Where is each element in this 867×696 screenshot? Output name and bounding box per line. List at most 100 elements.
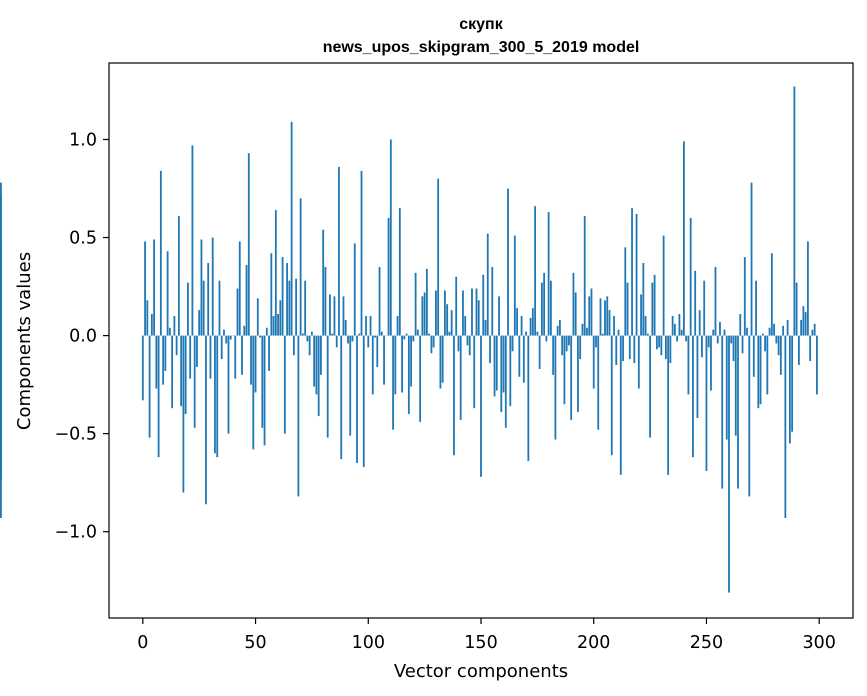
bar-37 bbox=[225, 335, 228, 344]
bar-293 bbox=[802, 306, 805, 336]
bar-7 bbox=[157, 335, 160, 458]
bar-266 bbox=[741, 335, 744, 354]
bar-264 bbox=[737, 335, 739, 489]
bar-296 bbox=[809, 335, 812, 362]
bar-222 bbox=[642, 263, 645, 336]
bar-203 bbox=[599, 298, 602, 336]
bar-155 bbox=[491, 266, 494, 336]
chart-title: скупк bbox=[459, 16, 503, 33]
bar-160 bbox=[502, 335, 505, 393]
y-axis-label: Components values bbox=[14, 252, 35, 430]
bar-75 bbox=[311, 331, 313, 336]
bar-147 bbox=[473, 335, 476, 409]
bar-208 bbox=[610, 335, 613, 456]
bar-10 bbox=[164, 335, 167, 371]
bar-237 bbox=[676, 335, 679, 342]
chart-subtitle: news_upos_skipgram_300_5_2019 model bbox=[323, 39, 640, 56]
bar-129 bbox=[432, 335, 435, 348]
bar-92 bbox=[349, 335, 352, 436]
bar-204 bbox=[601, 333, 604, 336]
bar-272 bbox=[755, 280, 757, 336]
y-tick-label: 0.0 bbox=[69, 327, 97, 347]
bar-22 bbox=[191, 145, 194, 336]
bar-250 bbox=[705, 335, 708, 471]
bar-220 bbox=[637, 335, 640, 389]
bar-169 bbox=[522, 335, 525, 383]
bar-112 bbox=[394, 335, 397, 395]
bar-298 bbox=[813, 323, 816, 336]
bar-163 bbox=[509, 335, 512, 407]
y-tick-label: 1.0 bbox=[69, 130, 97, 150]
x-tick-label: 100 bbox=[352, 633, 385, 653]
bar-3 bbox=[148, 335, 151, 438]
bar-194 bbox=[579, 335, 582, 360]
bar-255 bbox=[716, 335, 719, 344]
bar-245 bbox=[694, 270, 697, 336]
bar-25 bbox=[198, 310, 201, 336]
bar-146 bbox=[471, 288, 473, 336]
bar-139 bbox=[455, 276, 458, 336]
bar-187 bbox=[563, 335, 566, 405]
bar-284 bbox=[782, 325, 785, 336]
bar-229 bbox=[658, 335, 661, 348]
bar-179 bbox=[545, 335, 548, 342]
x-tick-label: 0 bbox=[137, 633, 148, 653]
bar-29 bbox=[207, 263, 210, 336]
bar-172 bbox=[529, 317, 532, 336]
bar-275 bbox=[761, 333, 764, 336]
bar-8 bbox=[159, 170, 162, 336]
bar-9 bbox=[162, 335, 165, 385]
bar-171 bbox=[527, 335, 530, 462]
bar-280 bbox=[773, 323, 775, 336]
bar-73 bbox=[306, 335, 309, 342]
bar-268 bbox=[746, 327, 748, 336]
bar-103 bbox=[374, 335, 376, 338]
bar-20 bbox=[187, 282, 189, 336]
bar-65 bbox=[288, 280, 291, 336]
bar-224 bbox=[646, 333, 649, 336]
bar-148 bbox=[475, 288, 478, 336]
bar-undefined bbox=[0, 335, 2, 518]
bar-64 bbox=[286, 263, 289, 336]
bar-157 bbox=[495, 335, 498, 391]
bar-77 bbox=[315, 335, 318, 395]
bar-142 bbox=[462, 290, 464, 336]
bar-44 bbox=[241, 335, 243, 375]
bar-94 bbox=[353, 243, 356, 336]
bar-291 bbox=[797, 335, 800, 366]
bar-114 bbox=[398, 208, 401, 336]
bar-116 bbox=[403, 335, 406, 340]
y-tick-label: 0.5 bbox=[69, 229, 97, 249]
bar-138 bbox=[453, 335, 455, 456]
bar-34 bbox=[218, 280, 221, 336]
bar-113 bbox=[396, 315, 399, 336]
bar-104 bbox=[376, 335, 379, 367]
bar-115 bbox=[401, 335, 403, 393]
bar-72 bbox=[304, 280, 307, 336]
bar-36 bbox=[223, 329, 225, 336]
bar-212 bbox=[619, 335, 622, 475]
bar-61 bbox=[279, 300, 282, 336]
bar-226 bbox=[651, 282, 654, 336]
bar-4 bbox=[150, 314, 153, 336]
bar-287 bbox=[788, 335, 791, 444]
bar-294 bbox=[804, 312, 807, 336]
bar-62 bbox=[281, 257, 284, 336]
bar-201 bbox=[595, 335, 597, 348]
bar-156 bbox=[493, 335, 496, 397]
bar-176 bbox=[538, 335, 541, 369]
bar-69 bbox=[297, 335, 300, 497]
bar-27 bbox=[202, 280, 205, 336]
bar-161 bbox=[504, 335, 507, 428]
bar-102 bbox=[371, 335, 374, 395]
bar-154 bbox=[489, 335, 491, 364]
bar-74 bbox=[308, 335, 311, 356]
bar-283 bbox=[779, 335, 782, 375]
bar-181 bbox=[549, 280, 552, 336]
bar-251 bbox=[707, 335, 710, 348]
bar-15 bbox=[175, 335, 178, 356]
x-tick-label: 250 bbox=[690, 633, 723, 653]
bar-13 bbox=[171, 335, 174, 409]
bar-228 bbox=[655, 335, 658, 350]
